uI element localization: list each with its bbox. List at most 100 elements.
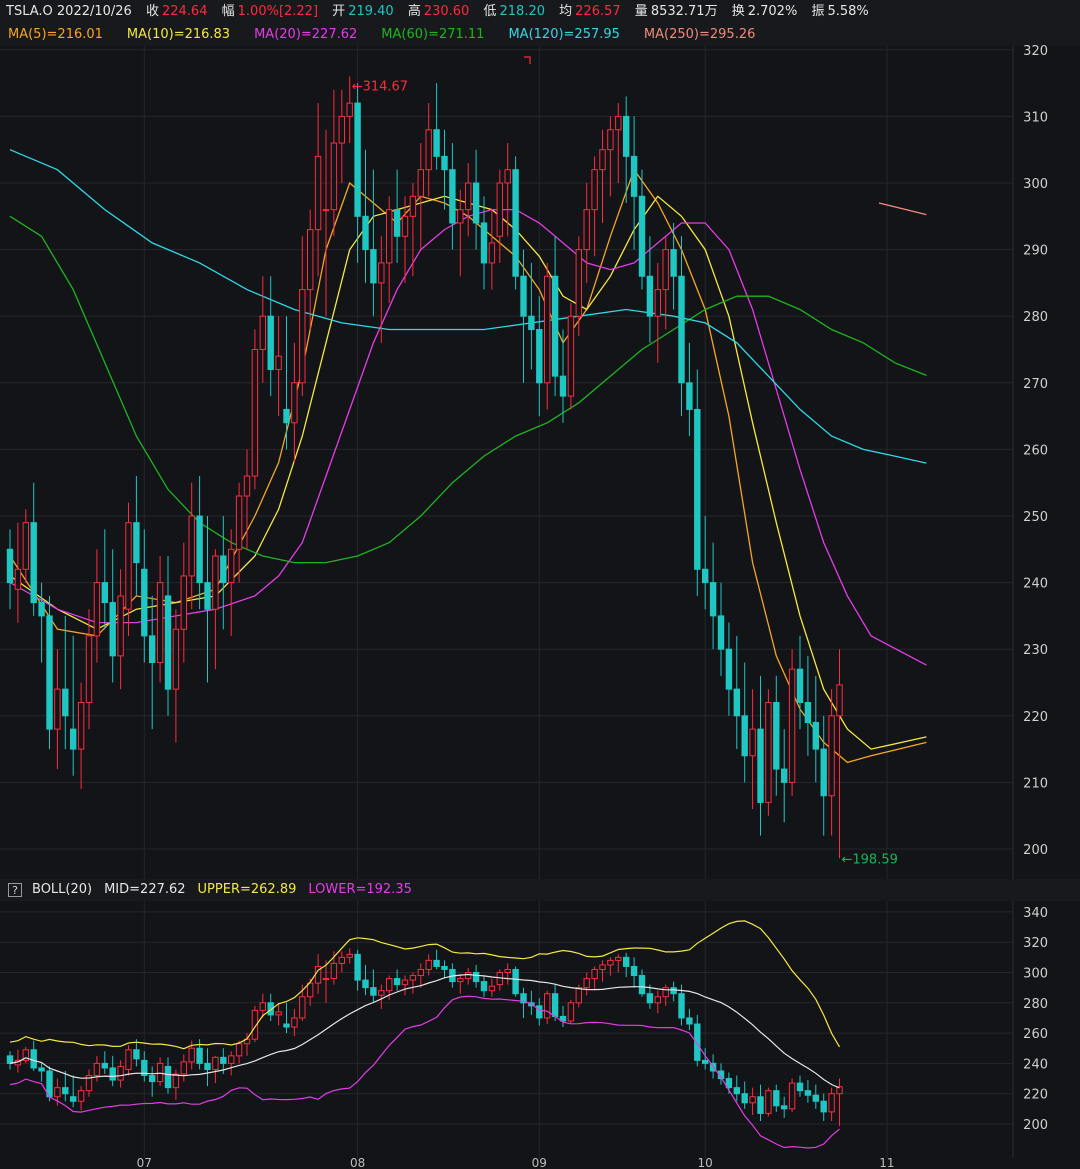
ma-line-ma60 <box>9 215 927 564</box>
boll-y-tick-label: 200 <box>1023 1118 1048 1133</box>
candle-body <box>117 595 124 657</box>
candle-body <box>409 195 417 217</box>
x-tick-label: 07 <box>137 1156 152 1169</box>
boll-y-tick-label: 340 <box>1023 906 1048 921</box>
boll-candle-body <box>109 1067 116 1081</box>
question-mark-icon[interactable]: ? <box>8 882 22 897</box>
main-y-tick-label: 280 <box>1023 310 1048 325</box>
close-price: 收 224.64 <box>145 4 208 19</box>
candle-body <box>228 548 235 584</box>
x-tick-label: 11 <box>879 1156 894 1169</box>
main-y-tick-label: 200 <box>1023 843 1048 858</box>
high-price: 高 230.60 <box>407 4 470 19</box>
change-percent: 幅 1.00%[2.22] <box>221 4 319 19</box>
boll-candle-body <box>354 953 361 981</box>
boll-candle-body <box>686 1017 693 1025</box>
boll-upper-line <box>9 920 841 1050</box>
candle-body <box>773 701 780 770</box>
boll-legend: ? BOLL(20) MID=227.62 UPPER=262.89 LOWER=192… <box>0 879 1080 901</box>
candle-body <box>472 182 480 224</box>
boll-mid-line <box>9 973 840 1089</box>
candle-body <box>702 568 709 584</box>
candle-body <box>488 242 496 264</box>
boll-candle-body <box>702 1059 709 1064</box>
candle-body <box>591 169 598 211</box>
boll-candle-body <box>591 968 598 980</box>
boll-lower-line <box>9 995 840 1149</box>
candle-body <box>299 289 306 384</box>
main-y-tick-label: 290 <box>1023 244 1048 259</box>
boll-candle-body <box>401 979 409 986</box>
boll-candle-body <box>749 1096 756 1104</box>
ma-legend-item: MA(60)=271.11 <box>381 27 485 42</box>
ma-line-ma250 <box>878 202 927 216</box>
candle-body <box>457 209 464 224</box>
candle-body <box>828 715 835 797</box>
candle-body <box>623 115 630 157</box>
boll-candle-body <box>322 978 330 981</box>
main-y-tick-label: 310 <box>1023 110 1048 125</box>
candle-body <box>386 209 393 264</box>
boll-candle-body <box>417 968 425 977</box>
boll-candle-body <box>788 1082 796 1110</box>
ma-legend-item: MA(10)=216.83 <box>126 27 231 42</box>
candle-body <box>283 408 290 424</box>
boll-candle-body <box>544 993 551 1019</box>
candle-body <box>694 408 701 570</box>
boll-candle-body <box>30 1049 37 1069</box>
boll-candle-body <box>670 987 677 995</box>
boll-candle-body <box>338 956 346 964</box>
boll-candle-body <box>101 1062 108 1069</box>
boll-candle-body <box>307 982 314 998</box>
boll-candle-body <box>678 993 685 1019</box>
boll-candle-body <box>804 1090 812 1096</box>
boll-candle-body <box>180 1061 188 1075</box>
candle-body <box>670 249 677 277</box>
candle-body <box>346 102 353 117</box>
candle-body <box>528 315 535 331</box>
boll-candle-body <box>259 1002 267 1011</box>
boll-candle-body <box>559 1015 567 1022</box>
boll-candle-body <box>164 1065 172 1089</box>
main-y-tick-label: 320 <box>1023 44 1048 59</box>
quote-bar: TSLA.O 2022/10/26 收 224.64 幅 1.00%[2.22] 开… <box>0 0 1080 24</box>
boll-candle-body <box>828 1093 835 1113</box>
candle-body <box>662 249 669 291</box>
candle-body <box>401 215 409 237</box>
boll-candle-body <box>220 1056 227 1064</box>
candle-body <box>575 249 582 317</box>
boll-candle-body <box>62 1087 69 1095</box>
boll-candle-body <box>757 1096 764 1114</box>
boll-candle-body <box>638 975 646 995</box>
boll-candle-body <box>623 956 630 967</box>
candle-body <box>717 615 725 650</box>
boll-mid-value: MID=227.62 <box>104 882 186 897</box>
candle-body <box>425 129 432 171</box>
boll-candle-body <box>725 1078 733 1089</box>
candle-body <box>654 289 661 317</box>
boll-candle-body <box>275 1011 282 1016</box>
candle-body <box>235 495 243 550</box>
candle-body <box>370 249 377 284</box>
candle-body <box>133 522 140 564</box>
candle-body <box>520 275 527 317</box>
boll-candle-body <box>575 987 582 1004</box>
boll-candle-body <box>536 1005 543 1019</box>
avg-price: 均 226.57 <box>559 4 621 19</box>
main-y-tick-label: 270 <box>1023 377 1048 392</box>
x-tick-label: 10 <box>698 1156 713 1169</box>
candle-body <box>93 582 101 637</box>
boll-candle-body <box>480 981 488 992</box>
candle-body <box>417 169 425 197</box>
candle-body <box>354 102 361 217</box>
boll-candle-body <box>149 1075 156 1083</box>
boll-candle-body <box>662 987 669 998</box>
boll-y-tick-label: 280 <box>1023 997 1048 1012</box>
candle-body <box>757 728 764 803</box>
turnover-rate: 换 2.702% <box>731 4 798 19</box>
boll-candle-body <box>125 1049 132 1070</box>
ma-line-ma10 <box>9 195 927 750</box>
main-y-tick-label: 250 <box>1023 510 1048 525</box>
candle-body <box>607 129 614 151</box>
